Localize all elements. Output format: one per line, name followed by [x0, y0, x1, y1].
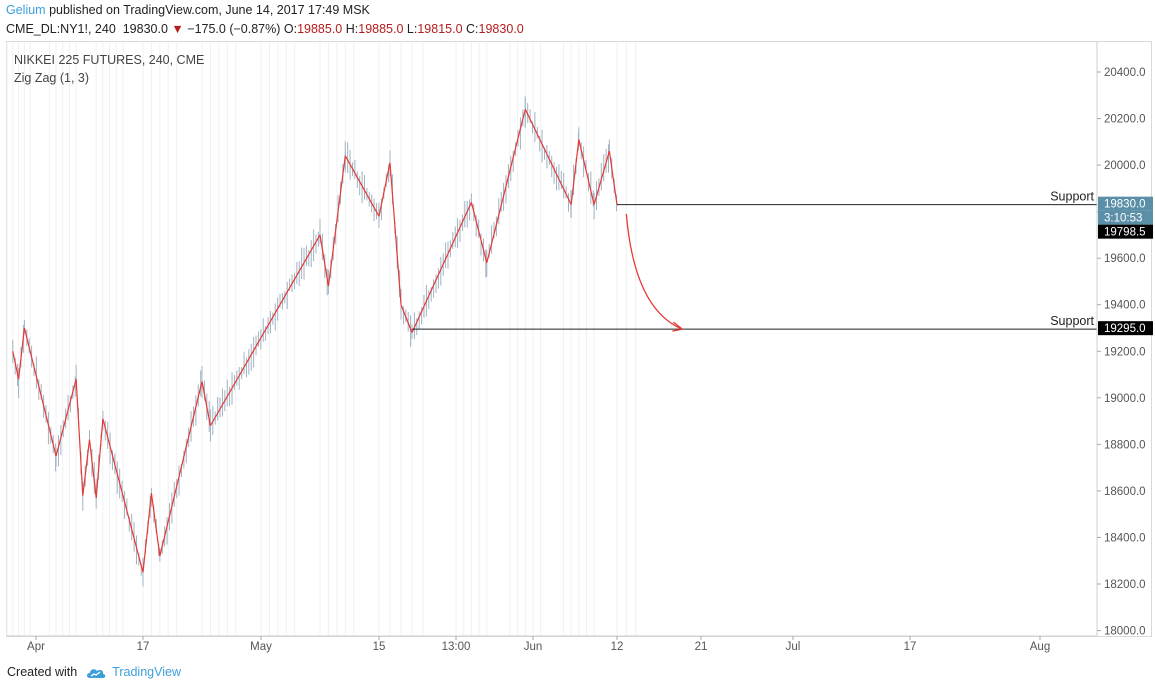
- tradingview-link[interactable]: TradingView: [85, 665, 181, 679]
- zigzag-segment: [378, 162, 391, 217]
- close-value: 19830.0: [478, 22, 524, 36]
- zigzag-segment: [82, 439, 91, 496]
- x-tick-label: 12: [611, 641, 624, 653]
- x-tick-label: Aug: [1030, 641, 1050, 653]
- zigzag-segment: [593, 150, 610, 205]
- high-value: 19885.0: [358, 22, 404, 36]
- high-label: H:: [345, 22, 359, 36]
- zigzag-segment: [608, 151, 618, 205]
- zigzag-segment: [102, 418, 144, 573]
- last-price: 19830.0: [122, 22, 168, 36]
- y-tick-label: 20200.0: [1104, 114, 1146, 126]
- x-tick-label: 13:00: [442, 641, 471, 653]
- grid: [6, 42, 637, 636]
- zigzag-segment: [344, 155, 380, 217]
- low-value: 19815.0: [417, 22, 463, 36]
- zigzag-segment: [524, 108, 572, 205]
- chart-title: NIKKEI 225 FUTURES, 240, CME: [14, 53, 205, 67]
- symbol-label: CME_DL:NY1!, 240: [6, 22, 116, 36]
- y-tick-label: 18400.0: [1104, 532, 1146, 544]
- price-tag-label: 19295.0: [1104, 323, 1146, 335]
- y-tick-label: 18600.0: [1104, 486, 1146, 498]
- x-tick-label: 21: [695, 641, 708, 653]
- y-tick-label: 18800.0: [1104, 439, 1146, 451]
- zigzag-segment: [142, 493, 153, 573]
- zigzag-segment: [159, 381, 203, 557]
- y-tick-label: 19600.0: [1104, 253, 1146, 265]
- x-tick-label: 17: [904, 641, 917, 653]
- x-tick-label: 17: [137, 641, 150, 653]
- publish-info: Gelium published on TradingView.com, Jun…: [6, 3, 370, 17]
- price-change: −175.0 (−0.87%): [187, 22, 281, 36]
- zigzag-segment: [18, 327, 25, 380]
- x-tick-label: May: [250, 641, 272, 653]
- y-tick-label: 20000.0: [1104, 160, 1146, 172]
- zigzag-segment: [411, 202, 472, 333]
- quote-line: CME_DL:NY1!, 240 19830.0 ▼ −175.0 (−0.87…: [6, 22, 524, 36]
- x-tick-label: Jun: [524, 641, 543, 653]
- zigzag-segment: [55, 379, 77, 457]
- price-tag-label: 19798.5: [1104, 227, 1146, 239]
- zigzag-series: [12, 108, 618, 573]
- y-tick-label: 19200.0: [1104, 346, 1146, 358]
- y-tick-label: 19400.0: [1104, 300, 1146, 312]
- indicator-label: Zig Zag (1, 3): [14, 71, 90, 85]
- zigzag-segment: [201, 381, 212, 426]
- y-tick-label: 19000.0: [1104, 393, 1146, 405]
- x-tick-label: 15: [373, 641, 386, 653]
- support-label: Support: [1050, 314, 1094, 328]
- arrow-head: [672, 321, 684, 332]
- zigzag-segment: [88, 439, 97, 498]
- zigzag-segment: [570, 139, 580, 205]
- price-tag-label: 3:10:53: [1104, 213, 1142, 225]
- cloud-icon: [87, 668, 106, 678]
- zigzag-segment: [470, 202, 488, 263]
- y-tick-label: 20400.0: [1104, 67, 1146, 79]
- open-value: 19885.0: [297, 22, 343, 36]
- author-link[interactable]: Gelium: [6, 3, 46, 17]
- zigzag-segment: [150, 493, 161, 557]
- publish-text: published on TradingView.com, June 14, 2…: [45, 3, 370, 17]
- zigzag-segment: [209, 234, 321, 427]
- footer: Created with TradingView: [7, 665, 181, 679]
- close-label: C:: [466, 22, 479, 36]
- zigzag-segment: [95, 418, 104, 498]
- price-tag-label: 19830.0: [1104, 199, 1146, 211]
- y-tick-label: 18000.0: [1104, 626, 1146, 638]
- open-label: O:: [283, 22, 298, 36]
- y-tick-label: 18200.0: [1104, 579, 1146, 591]
- zigzag-segment: [389, 162, 402, 305]
- zigzag-segment: [400, 304, 413, 333]
- zigzag-segment: [578, 139, 595, 205]
- price-bars: [12, 96, 618, 587]
- price-tag: [1098, 321, 1153, 336]
- zigzag-segment: [486, 109, 526, 263]
- price-tag: [1098, 210, 1153, 225]
- y-axis: 18000.0 18200.0 18400.0 18600.0 18800.0 19000…: [1097, 67, 1146, 638]
- zigzag-segment: [75, 379, 84, 496]
- forecast-arrow: [625, 213, 683, 330]
- x-tick-label: Apr: [27, 641, 45, 653]
- tradingview-brand: TradingView: [112, 665, 181, 679]
- zigzag-segment: [327, 155, 346, 287]
- x-axis: Apr 17 May 15 13:00 Jun 12 21 Jul 17 Aug: [27, 636, 1050, 653]
- price-tag: [1098, 224, 1153, 239]
- support-label: Support: [1050, 190, 1094, 204]
- zigzag-segment: [23, 327, 57, 457]
- zigzag-segment: [319, 234, 330, 287]
- x-tick-label: Jul: [786, 641, 801, 653]
- price-tag: [1098, 196, 1153, 211]
- zigzag-segment: [12, 351, 20, 380]
- created-with-label: Created with: [7, 665, 78, 679]
- low-label: L:: [406, 22, 418, 36]
- down-triangle-icon: ▼: [171, 22, 184, 36]
